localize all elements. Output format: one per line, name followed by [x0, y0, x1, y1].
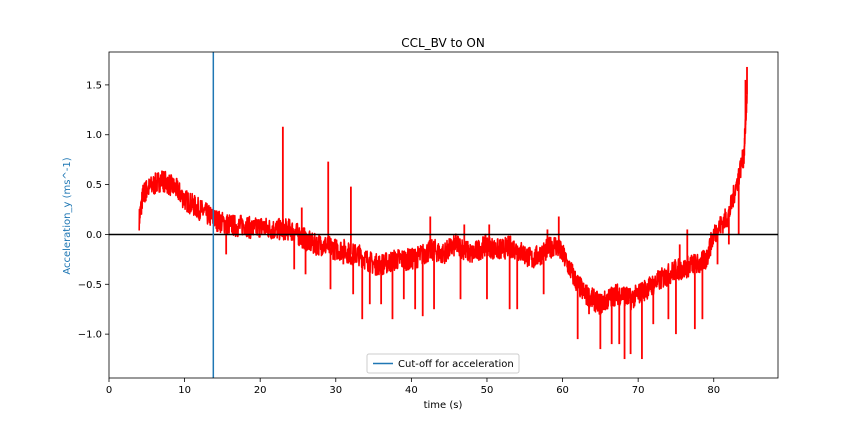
legend-box [366, 353, 520, 374]
y-tick-label: 0.5 [86, 180, 102, 191]
legend: Cut-off for acceleration [366, 353, 520, 374]
x-tick-label: 80 [707, 385, 720, 396]
x-tick-label: 60 [556, 385, 569, 396]
y-tick-label: −1.0 [78, 330, 102, 341]
y-axis: −1.0 −0.5 0.0 0.5 1.0 1.5 [78, 80, 109, 341]
x-tick-label: 10 [178, 385, 191, 396]
y-tick-label: 0.0 [86, 230, 102, 241]
y-tick-label: −0.5 [78, 280, 102, 291]
y-tick-label: 1.5 [86, 80, 102, 91]
y-axis-label: Acceleration_y (ms^-1) [62, 157, 73, 274]
series-line-0 [138, 94, 748, 315]
plot-area [108, 51, 779, 379]
x-tick-label: 40 [405, 385, 418, 396]
chart-title: CCL_BV to ON [401, 36, 485, 50]
x-tick-label: 20 [254, 385, 267, 396]
y-tick-label: 1.0 [86, 130, 102, 141]
x-tick-label: 0 [106, 385, 112, 396]
x-axis: 0 10 20 30 40 50 60 70 80 [106, 378, 720, 396]
legend-label: Cut-off for acceleration [398, 359, 514, 370]
axes-frame [108, 51, 779, 379]
x-axis-label: time (s) [424, 400, 463, 411]
x-tick-label: 30 [329, 385, 342, 396]
x-tick-label: 70 [632, 385, 645, 396]
x-tick-label: 50 [481, 385, 494, 396]
